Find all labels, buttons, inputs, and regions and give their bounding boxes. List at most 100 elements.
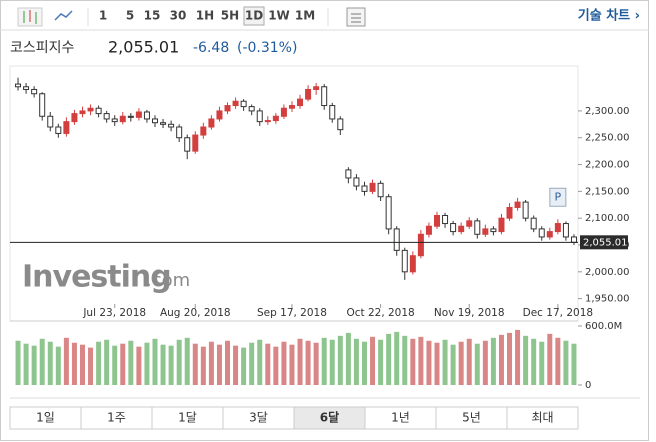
candle-body — [458, 225, 465, 233]
candle-body — [216, 110, 223, 120]
volume-bar — [450, 344, 456, 385]
candle-body — [345, 169, 352, 179]
volume-bar — [225, 340, 231, 385]
x-tick-label: Jul 23, 2018 — [82, 307, 146, 319]
x-tick-label: Nov 19, 2018 — [434, 307, 505, 319]
volume-bar — [15, 340, 21, 385]
candle-body — [111, 118, 118, 123]
range-tab-label[interactable]: 최대 — [531, 411, 553, 425]
candle-body — [313, 86, 320, 90]
range-tab-label[interactable]: 1일 — [36, 411, 55, 425]
candle-body — [377, 182, 384, 198]
change: -6.48 — [193, 40, 229, 56]
candle-body — [184, 137, 191, 152]
volume-bar — [63, 337, 69, 385]
range-tab[interactable] — [506, 406, 579, 430]
volume-bar — [208, 341, 214, 385]
candle-body — [95, 107, 102, 115]
interval-button[interactable]: 5 — [126, 9, 134, 23]
candle-body — [160, 122, 167, 125]
range-tab-label[interactable]: 1달 — [178, 411, 197, 425]
candle-body — [450, 223, 457, 233]
range-tab-label[interactable]: 1주 — [107, 411, 126, 425]
candle-icon[interactable] — [17, 7, 43, 27]
candle-body — [353, 177, 360, 187]
volume-bar — [531, 338, 537, 385]
range-tab-label[interactable]: 5년 — [462, 411, 481, 425]
volume-bar — [402, 335, 408, 385]
candle-body — [55, 126, 62, 134]
candle-body — [288, 105, 295, 109]
candle-body — [562, 223, 569, 238]
volume-bar — [241, 347, 247, 385]
candle-body — [570, 236, 577, 243]
candle-body — [256, 110, 263, 123]
interval-button[interactable]: 1M — [295, 9, 315, 23]
volume-bar — [184, 337, 190, 385]
interval-button[interactable]: 5H — [221, 9, 239, 23]
volume-bar — [418, 336, 424, 385]
volume-bar — [515, 329, 521, 385]
settings-icon[interactable] — [346, 7, 366, 27]
candle-body — [232, 100, 239, 107]
selected-interval-box[interactable] — [243, 6, 265, 26]
candle-body — [15, 83, 22, 88]
candle-body — [417, 233, 424, 257]
candle-body — [127, 115, 134, 118]
volume-bar — [539, 341, 545, 385]
interval-button[interactable]: 30 — [170, 9, 187, 23]
x-tick-label: Oct 22, 2018 — [346, 307, 414, 319]
range-tab-label[interactable]: 3달 — [249, 411, 268, 425]
volume-bar — [490, 337, 496, 385]
candle-body — [152, 118, 158, 124]
candle-body — [87, 107, 94, 112]
candle-body — [490, 228, 497, 233]
line-icon[interactable] — [54, 10, 73, 21]
range-tab-label[interactable]: 6달 — [320, 411, 339, 425]
candle-body — [103, 113, 110, 120]
volume-bar — [329, 339, 335, 385]
volume-bar — [353, 338, 359, 385]
logo: Investing — [22, 260, 171, 295]
volume-bar — [79, 344, 85, 385]
candle-body — [280, 107, 287, 117]
volume-bar — [55, 346, 61, 385]
annotation-marker[interactable] — [549, 187, 567, 207]
candle-body — [31, 88, 38, 95]
instrument-name: 코스피지수 — [10, 40, 75, 56]
candle-body — [143, 111, 150, 120]
volume-bar — [273, 346, 279, 385]
candle-body — [168, 123, 175, 128]
candle-body — [200, 126, 207, 136]
candle-body — [192, 134, 199, 152]
interval-button[interactable]: 1 — [99, 9, 107, 23]
last-price-label: 2,055.01 — [583, 237, 628, 248]
candle-body — [272, 115, 279, 122]
volume-bar — [71, 342, 77, 385]
candle-body — [248, 106, 255, 112]
volume-bar — [410, 338, 416, 385]
volume-bar — [434, 342, 440, 385]
volume-bar — [112, 345, 118, 385]
volume-bar — [249, 342, 255, 385]
range-tab-label[interactable]: 1년 — [391, 411, 410, 425]
y-tick-label: 2,150.00 — [585, 186, 630, 197]
volume-bar — [144, 342, 150, 385]
volume-bar — [321, 337, 327, 385]
interval-button[interactable]: 15 — [144, 9, 161, 23]
interval-button[interactable]: 1D — [245, 9, 263, 23]
annotation-text[interactable]: P — [555, 190, 562, 203]
interval-button[interactable]: 1W — [268, 9, 290, 23]
change-percent: (-0.31%) — [237, 40, 297, 56]
technical-link[interactable]: 기술 차트 › — [578, 8, 640, 24]
volume-bar — [345, 332, 351, 385]
volume-bar — [547, 333, 553, 385]
volume-bar — [23, 343, 29, 385]
y-tick-label: 2,250.00 — [585, 133, 630, 144]
candle-body — [506, 206, 513, 219]
candle-body — [321, 86, 328, 107]
candle-body — [208, 118, 215, 128]
volume-bar — [265, 343, 271, 385]
candle-body — [71, 113, 78, 123]
interval-button[interactable]: 1H — [196, 9, 214, 23]
